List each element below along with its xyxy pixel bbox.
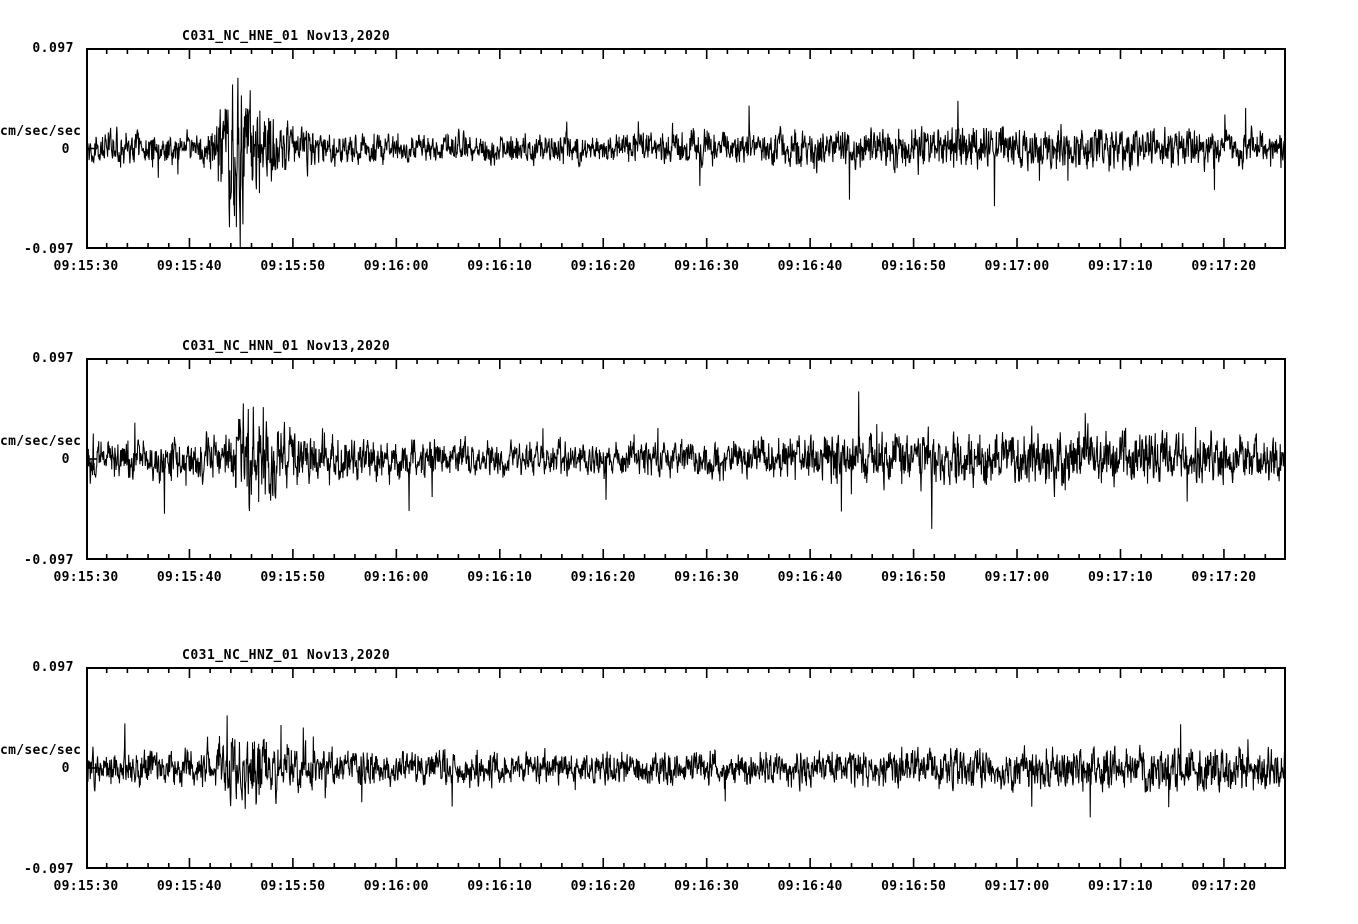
- x-axis-tick-label: 09:17:00: [984, 259, 1050, 274]
- x-axis-tick-label: 09:16:30: [674, 259, 740, 274]
- y-axis-max-label-hnz: 0.097: [32, 660, 74, 675]
- x-axis-tick-label: 09:16:00: [363, 259, 429, 274]
- panel-title-hnn: C031_NC_HNN_01 Nov13,2020: [182, 339, 391, 354]
- y-axis-zero-label-hne: 0: [61, 141, 70, 157]
- x-axis-tick-label: 09:16:10: [467, 570, 533, 585]
- x-axis-tick-label: 09:15:50: [260, 570, 326, 585]
- y-axis-max-label-hnn: 0.097: [32, 351, 74, 366]
- panel-title-hne: C031_NC_HNE_01 Nov13,2020: [182, 29, 391, 44]
- plot-area-hne: [86, 48, 1286, 249]
- x-axis-tick-label: 09:15:30: [53, 879, 119, 894]
- y-axis-max-label-hne: 0.097: [32, 41, 74, 56]
- plot-frame-hnn: [86, 358, 1286, 560]
- x-axis-tick-label: 09:17:00: [984, 879, 1050, 894]
- x-axis-tick-label: 09:15:30: [53, 570, 119, 585]
- y-axis-unit-label-hnn: cm/sec/sec: [0, 434, 82, 449]
- x-axis-tick-label: 09:16:50: [881, 259, 947, 274]
- x-axis-tick-label: 09:16:10: [467, 259, 533, 274]
- x-axis-tick-label: 09:16:10: [467, 879, 533, 894]
- plot-area-hnz: [86, 667, 1286, 869]
- x-axis-tick-label: 09:16:20: [570, 259, 636, 274]
- x-axis-tick-label: 09:17:00: [984, 570, 1050, 585]
- x-axis-tick-label: 09:15:50: [260, 259, 326, 274]
- x-axis-tick-label: 09:16:40: [777, 570, 843, 585]
- x-axis-tick-label: 09:15:40: [156, 570, 222, 585]
- x-axis-tick-label: 09:17:20: [1191, 259, 1257, 274]
- x-axis-tick-label: 09:17:10: [1087, 259, 1154, 274]
- y-axis-min-label-hnn: -0.097: [24, 553, 74, 568]
- x-axis-tick-label: 09:15:40: [156, 879, 222, 894]
- x-axis-tick-label: 09:17:20: [1191, 570, 1257, 585]
- x-axis-labels-hne: 09:15:30 09:15:40 09:15:50 09:16:00 09:16:10…: [0, 260, 1358, 280]
- x-axis-tick-label: 09:16:20: [570, 879, 636, 894]
- x-axis-tick-label: 09:15:50: [260, 879, 326, 894]
- plot-frame-hne: [86, 48, 1286, 249]
- y-axis-zero-label-hnz: 0: [61, 761, 70, 776]
- panel-title-hnz: C031_NC_HNZ_01 Nov13,2020: [182, 648, 391, 663]
- x-axis-tick-label: 09:16:40: [777, 259, 843, 274]
- x-axis-tick-label: 09:15:30: [53, 259, 119, 274]
- x-axis-tick-label: 09:16:00: [363, 879, 429, 894]
- x-axis-tick-label: 09:17:10: [1087, 879, 1154, 894]
- y-axis-unit-label-hnz: cm/sec/sec: [0, 743, 82, 758]
- x-axis-tick-label: 09:16:30: [674, 570, 740, 585]
- y-axis-min-label-hnz: -0.097: [24, 862, 74, 877]
- x-axis-tick-label: 09:15:40: [156, 259, 222, 274]
- x-axis-tick-label: 09:16:00: [363, 570, 429, 585]
- x-axis-labels-hnz: 09:15:30 09:15:40 09:15:50 09:16:00 09:16:10…: [0, 880, 1358, 900]
- x-axis-tick-label: 09:16:20: [570, 570, 636, 585]
- plot-area-hnn: [86, 358, 1286, 560]
- x-axis-labels-hnn: 09:15:30 09:15:40 09:15:50 09:16:00 09:16:10…: [0, 571, 1358, 591]
- y-axis-unit-label-hne: cm/sec/sec: [0, 123, 82, 139]
- y-axis-zero-label-hnn: 0: [61, 452, 70, 467]
- x-axis-tick-label: 09:17:10: [1087, 570, 1154, 585]
- x-axis-tick-label: 09:16:50: [881, 879, 947, 894]
- y-axis-min-label-hne: -0.097: [24, 242, 74, 257]
- x-axis-tick-label: 09:16:40: [777, 879, 843, 894]
- x-axis-tick-label: 09:16:50: [881, 570, 947, 585]
- x-axis-tick-label: 09:16:30: [674, 879, 740, 894]
- plot-frame-hnz: [86, 667, 1286, 869]
- x-axis-tick-label: 09:17:20: [1191, 879, 1257, 894]
